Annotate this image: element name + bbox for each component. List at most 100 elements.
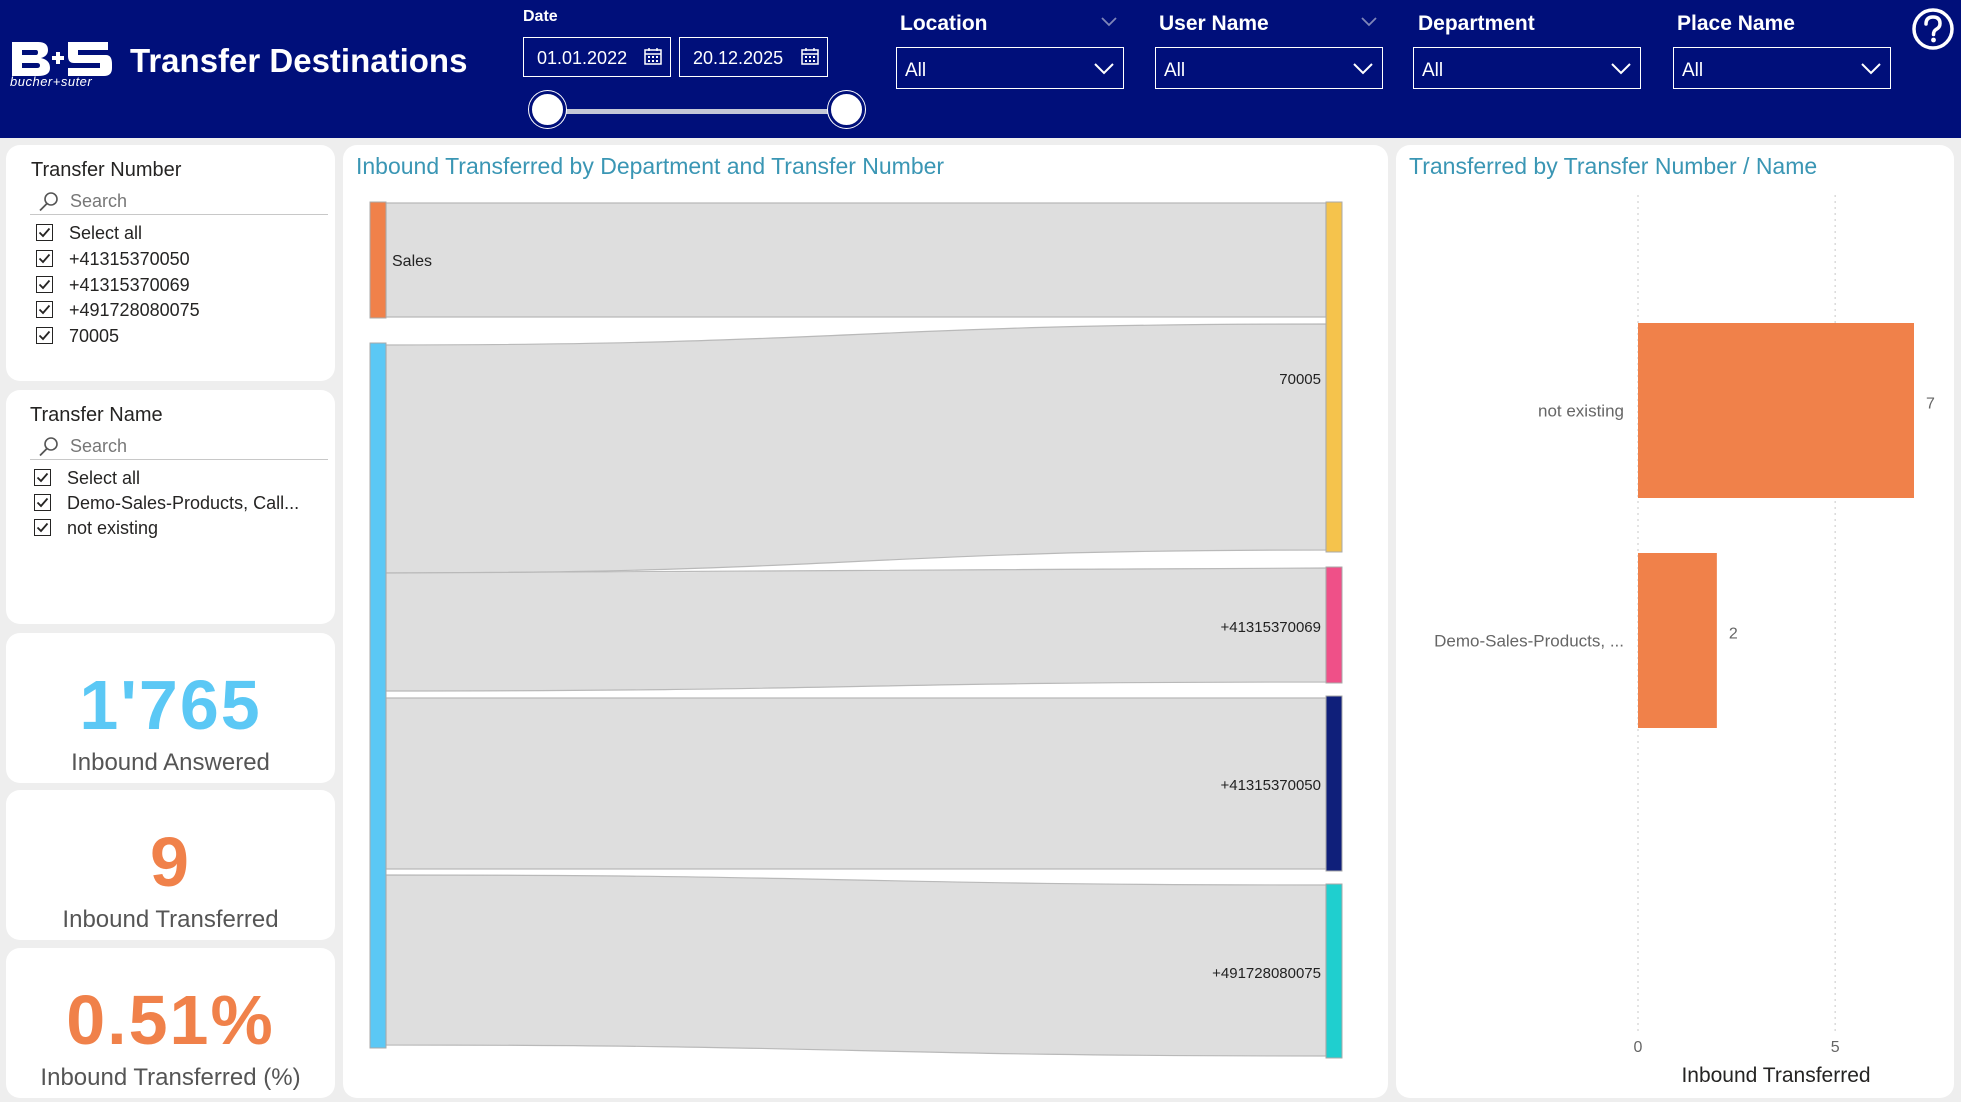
checkmark-icon — [36, 497, 49, 508]
sankey-node-sales[interactable] — [369, 201, 387, 319]
user-name-dropdown[interactable]: All — [1155, 47, 1383, 89]
user-name-dropdown-value: All — [1164, 60, 1186, 81]
slicer-title: Transfer Name — [30, 404, 163, 426]
sankey-link[interactable] — [385, 202, 1327, 318]
bar[interactable] — [1638, 323, 1914, 498]
checkbox[interactable] — [34, 469, 51, 486]
date-to-input[interactable]: 20.12.2025 — [679, 37, 828, 77]
location-dropdown[interactable]: All — [896, 47, 1124, 89]
search-placeholder: Search — [70, 191, 128, 211]
slicer-item-label: +41315370050 — [69, 249, 190, 269]
checkbox[interactable] — [36, 327, 53, 344]
checkbox[interactable] — [34, 494, 51, 511]
x-axis-title: Inbound Transferred — [1681, 1064, 1870, 1087]
page-title: Transfer Destinations — [130, 42, 468, 79]
sankey-node-41315370050[interactable] — [1325, 695, 1343, 872]
date-slider-end-handle[interactable] — [828, 91, 865, 128]
date-to-value: 20.12.2025 — [693, 48, 784, 68]
sankey-node-491728080075[interactable] — [1325, 883, 1343, 1059]
logo-subtext: bucher+suter — [10, 74, 93, 89]
checkmark-icon — [38, 279, 51, 290]
category-label: not existing — [1538, 402, 1624, 421]
x-tick-label: 0 — [1634, 1039, 1643, 1056]
search-placeholder: Search — [70, 436, 128, 456]
department-dropdown[interactable]: All — [1413, 47, 1641, 89]
kpi-card-inbound-transferred: 9 Inbound Transferred — [6, 790, 335, 940]
location-dropdown-value: All — [905, 60, 927, 81]
sankey-label-target: +41315370069 — [1220, 619, 1321, 636]
department-dropdown-value: All — [1422, 60, 1444, 81]
x-tick-label: 5 — [1831, 1039, 1840, 1056]
chevron-down-icon[interactable] — [1100, 14, 1118, 28]
department-filter-label: Department — [1418, 12, 1535, 35]
transfer-number-slicer: Transfer Number Search Select all +41315… — [6, 145, 335, 381]
sankey-node-70005[interactable] — [1325, 201, 1343, 553]
date-from-value: 01.01.2022 — [537, 48, 628, 68]
visual-title: Inbound Transferred by Department and Tr… — [356, 153, 945, 179]
kpi-value: 0.51% — [66, 981, 275, 1059]
kpi-label: Inbound Answered — [71, 749, 270, 776]
question-circle-icon[interactable] — [1910, 6, 1956, 52]
chevron-down-icon — [1861, 63, 1881, 75]
kpi-value: 9 — [150, 823, 191, 901]
sankey-label-sales: Sales — [392, 253, 432, 270]
date-from-input[interactable]: 01.01.2022 — [523, 37, 671, 77]
sankey-link[interactable] — [385, 323, 1327, 574]
checkbox[interactable] — [36, 224, 53, 241]
user-name-filter-label: User Name — [1159, 12, 1269, 35]
place-name-filter-label: Place Name — [1677, 12, 1795, 35]
date-slider-start-handle[interactable] — [529, 91, 566, 128]
chevron-down-icon[interactable] — [1360, 14, 1378, 28]
kpi-label: Inbound Transferred — [62, 906, 279, 933]
place-name-dropdown-value: All — [1682, 60, 1704, 81]
category-label: Demo-Sales-Products, ... — [1434, 632, 1624, 651]
sankey-node-41315370069[interactable] — [1325, 566, 1343, 684]
checkmark-icon — [36, 522, 49, 533]
slicer-item-label: Select all — [69, 223, 143, 243]
search-input[interactable]: Search — [30, 434, 328, 460]
calendar-icon[interactable] — [644, 47, 662, 65]
place-name-dropdown[interactable]: All — [1673, 47, 1891, 89]
slicer-title: Transfer Number — [31, 159, 182, 181]
visual-title: Transferred by Transfer Number / Name — [1409, 153, 1818, 179]
sankey-node-blank[interactable] — [369, 342, 387, 1049]
data-label: 2 — [1729, 626, 1738, 643]
checkbox[interactable] — [36, 301, 53, 318]
search-icon — [39, 192, 58, 212]
sankey-chart: Sales 70005 +41315370069 +41315370050 +4… — [369, 201, 1343, 1059]
date-filter-label: Date — [523, 8, 558, 25]
sankey-link[interactable] — [385, 874, 1327, 1057]
slicer-item-label: +491728080075 — [69, 300, 200, 320]
checkmark-icon — [38, 304, 51, 315]
sankey-label-target: 70005 — [1279, 371, 1321, 388]
checkmark-icon — [38, 330, 51, 341]
sankey-label-target: +41315370050 — [1220, 777, 1321, 794]
slicer-item-label: 70005 — [69, 326, 120, 346]
date-slider-track[interactable] — [547, 109, 847, 114]
slicer-item-label: +41315370069 — [69, 275, 190, 295]
search-input[interactable]: Search — [30, 189, 328, 215]
checkbox[interactable] — [36, 276, 53, 293]
location-filter-label: Location — [900, 12, 988, 35]
chevron-down-icon — [1353, 63, 1373, 75]
slicer-item-label: not existing — [67, 518, 159, 538]
sankey-link[interactable] — [385, 697, 1327, 870]
bar[interactable] — [1638, 553, 1717, 728]
checkbox[interactable] — [36, 250, 53, 267]
checkmark-icon — [36, 472, 49, 483]
kpi-card-inbound-answered: 1'765 Inbound Answered — [6, 633, 335, 783]
checkbox[interactable] — [34, 519, 51, 536]
chevron-down-icon — [1094, 63, 1114, 75]
data-label: 7 — [1926, 396, 1935, 413]
kpi-value: 1'765 — [79, 666, 262, 744]
calendar-icon[interactable] — [801, 47, 819, 65]
header-bar: bucher+suter Transfer Destinations Date … — [0, 0, 1961, 138]
chevron-down-icon — [1611, 63, 1631, 75]
kpi-card-inbound-transferred-percent: 0.51% Inbound Transferred (%) — [6, 948, 335, 1098]
bar-chart-visual: Transferred by Transfer Number / Name 0 5… — [1396, 145, 1954, 1098]
bucher-suter-logo — [12, 42, 112, 76]
bar-chart: 0 5 not existing 7 Demo-Sales-Products, ... 2… — [1434, 195, 1935, 1087]
sankey-link[interactable] — [385, 567, 1327, 692]
sankey-label-target: +491728080075 — [1212, 965, 1321, 982]
sankey-visual: Inbound Transferred by Department and Tr… — [343, 145, 1388, 1098]
